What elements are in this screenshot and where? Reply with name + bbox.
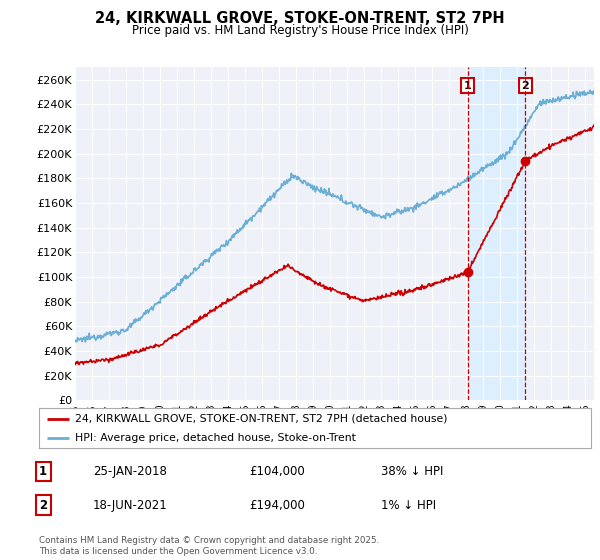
Text: 2: 2 bbox=[521, 81, 529, 91]
Text: £104,000: £104,000 bbox=[249, 465, 305, 478]
Text: Price paid vs. HM Land Registry's House Price Index (HPI): Price paid vs. HM Land Registry's House … bbox=[131, 24, 469, 36]
Text: 1: 1 bbox=[39, 465, 47, 478]
Text: 1% ↓ HPI: 1% ↓ HPI bbox=[381, 498, 436, 512]
Bar bbox=[467, 67, 525, 400]
Text: HPI: Average price, detached house, Stoke-on-Trent: HPI: Average price, detached house, Stok… bbox=[75, 433, 356, 443]
Text: 2: 2 bbox=[39, 498, 47, 512]
Text: Contains HM Land Registry data © Crown copyright and database right 2025.
This d: Contains HM Land Registry data © Crown c… bbox=[39, 536, 379, 556]
Text: £194,000: £194,000 bbox=[249, 498, 305, 512]
Text: 24, KIRKWALL GROVE, STOKE-ON-TRENT, ST2 7PH (detached house): 24, KIRKWALL GROVE, STOKE-ON-TRENT, ST2 … bbox=[75, 414, 448, 424]
Text: 18-JUN-2021: 18-JUN-2021 bbox=[93, 498, 168, 512]
Text: 25-JAN-2018: 25-JAN-2018 bbox=[93, 465, 167, 478]
Text: 24, KIRKWALL GROVE, STOKE-ON-TRENT, ST2 7PH: 24, KIRKWALL GROVE, STOKE-ON-TRENT, ST2 … bbox=[95, 11, 505, 26]
Text: 1: 1 bbox=[464, 81, 472, 91]
Text: 38% ↓ HPI: 38% ↓ HPI bbox=[381, 465, 443, 478]
